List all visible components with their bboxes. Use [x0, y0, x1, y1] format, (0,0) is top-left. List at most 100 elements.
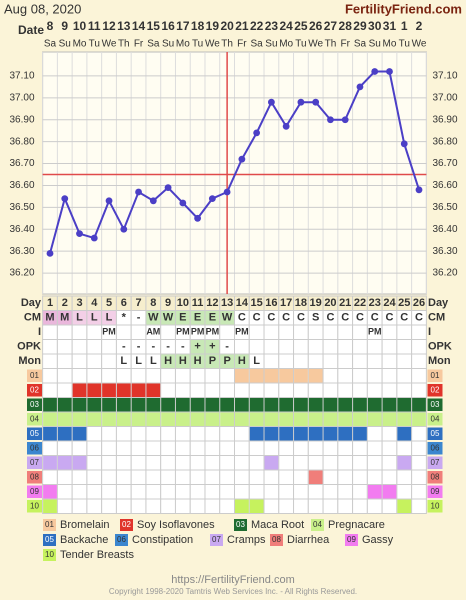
table-cell	[101, 339, 117, 355]
table-cell	[248, 455, 265, 471]
temperature-point	[341, 116, 349, 124]
indicator-cell	[131, 412, 146, 426]
temperature-point	[238, 155, 246, 163]
indicator-cell	[57, 398, 72, 412]
table-cell	[278, 353, 295, 369]
temperature-point	[179, 199, 187, 207]
legend-name: Diarrhea	[287, 534, 330, 546]
cell-text: H	[238, 355, 246, 367]
date-label: 2	[416, 19, 423, 33]
table-cell	[278, 469, 295, 485]
indicator-cell	[87, 383, 102, 397]
indicator-cell	[220, 412, 234, 426]
indicator-cell	[412, 412, 426, 426]
y-tick-label-right: 36.50	[432, 202, 457, 213]
indicator-cell	[146, 412, 161, 426]
day-number: 19	[310, 297, 322, 309]
table-cell	[396, 382, 413, 398]
day-number: 21	[339, 297, 351, 309]
indicator-cell	[146, 383, 161, 397]
table-cell	[307, 440, 324, 456]
table-cell	[307, 324, 324, 340]
site-name[interactable]: FertilityFriend.com	[345, 1, 462, 16]
y-tick-label-right: 36.60	[432, 180, 457, 191]
indicator-cell	[116, 398, 131, 412]
y-tick-label: 36.50	[9, 202, 34, 213]
y-tick-label: 36.30	[9, 246, 34, 257]
table-cell	[278, 484, 295, 500]
cell-text: L	[253, 355, 260, 367]
table-cell	[396, 324, 413, 340]
indicator-cell	[294, 369, 308, 383]
weekday-label: Th	[325, 39, 337, 50]
indicator-cell	[279, 398, 294, 412]
date-label: 22	[250, 19, 264, 33]
date-label: 9	[61, 19, 68, 33]
footer-url[interactable]: https://FertilityFriend.com	[171, 574, 294, 586]
weekday-label: Su	[369, 39, 381, 50]
weekday-label: Fr	[134, 39, 144, 50]
indicator-cell	[279, 369, 294, 383]
table-cell	[56, 324, 73, 340]
date-label: 30	[368, 19, 382, 33]
table-cell	[101, 353, 117, 369]
date-row-label: Date	[18, 23, 44, 37]
day-number: 12	[206, 297, 218, 309]
temperature-point	[282, 122, 290, 130]
date-label: 28	[339, 19, 353, 33]
indicator-cell	[264, 456, 279, 470]
table-cell	[411, 353, 427, 369]
legend-code: 08	[272, 535, 281, 544]
day-number: 24	[383, 297, 396, 309]
weekday-label: Sa	[354, 39, 367, 50]
table-cell	[352, 353, 368, 369]
temperature-point	[105, 197, 113, 205]
table-cell	[352, 382, 368, 398]
table-cell	[352, 440, 368, 456]
table-cell	[322, 484, 339, 500]
row-code-box	[27, 427, 42, 440]
cell-text: -	[151, 341, 155, 353]
indicator-cell	[72, 427, 87, 441]
indicator-cell	[43, 499, 57, 513]
weekday-label: Tu	[295, 39, 306, 50]
cell-text: L	[120, 355, 127, 367]
table-cell	[411, 382, 427, 398]
row-code-right: 07	[431, 458, 440, 467]
table-cell	[101, 469, 117, 485]
table-cell	[263, 339, 280, 355]
table-cell	[322, 440, 339, 456]
date-label: 24	[279, 19, 293, 33]
legend-code: 10	[45, 550, 54, 559]
weekday-label: We	[102, 39, 117, 50]
table-cell	[130, 324, 147, 340]
row-code-right-box	[427, 413, 443, 426]
table-cell	[145, 426, 162, 442]
day-number: 4	[91, 297, 98, 309]
indicator-cell	[397, 427, 412, 441]
table-cell	[278, 440, 295, 456]
y-tick-label: 36.20	[9, 268, 34, 279]
day-number: 14	[236, 297, 249, 309]
y-tick-label-right: 36.30	[432, 246, 457, 257]
chart-date: Aug 08, 2020	[4, 1, 81, 16]
table-cell	[234, 440, 250, 456]
indicator-cell	[102, 383, 116, 397]
cell-text: C	[238, 312, 246, 324]
weekday-label: Mo	[279, 39, 293, 50]
table-cell	[130, 440, 147, 456]
temperature-point	[135, 188, 142, 196]
temperature-point	[61, 195, 69, 203]
table-cell	[322, 324, 339, 340]
indicator-cell	[161, 398, 175, 412]
table-cell	[352, 455, 368, 471]
indicator-cell	[131, 383, 146, 397]
cell-text: L	[91, 312, 98, 324]
table-cell	[160, 368, 176, 384]
indicator-cell	[294, 398, 308, 412]
day-number: 17	[280, 297, 292, 309]
row-code: 08	[30, 472, 39, 481]
temperature-point	[120, 225, 128, 233]
day-number: 20	[324, 297, 336, 309]
indicator-cell	[382, 485, 397, 499]
